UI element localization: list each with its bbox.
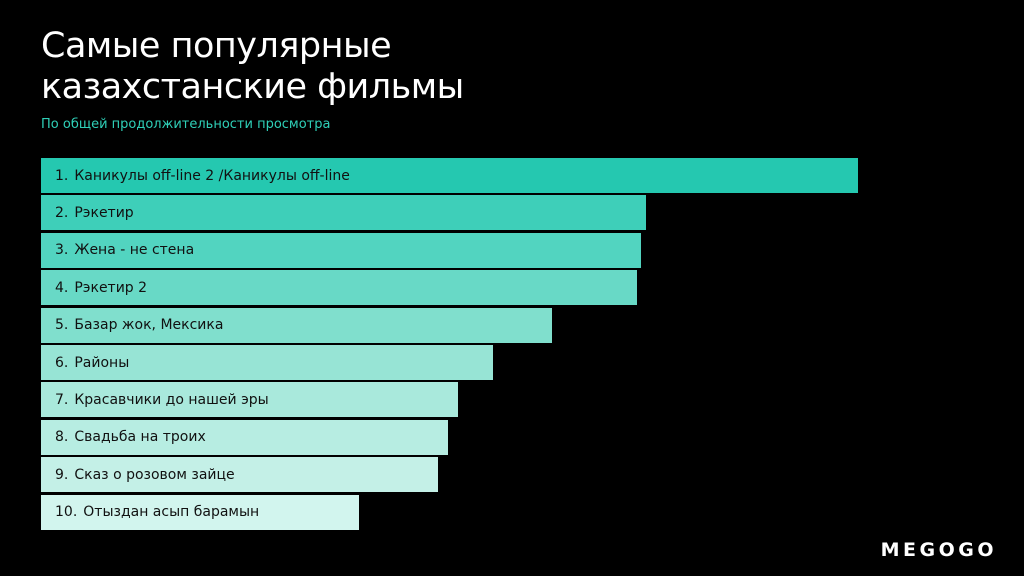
- bar-label: Отыздан асып барамын: [83, 504, 260, 521]
- bar-4: 4. Рэкетир 2: [41, 270, 638, 306]
- bar-6: 6. Районы: [41, 345, 493, 380]
- bar-label: Сказ о розовом зайце: [74, 466, 235, 483]
- bar-rank: 4.: [55, 279, 69, 296]
- bar-rank: 2.: [55, 204, 69, 221]
- bar-label: Свадьба на троих: [74, 429, 206, 446]
- bar-rank: 6.: [55, 354, 69, 371]
- bar-chart: 1. Каникулы off-line 2 /Каникулы off-line…: [41, 158, 861, 532]
- bar-9: 9. Сказ о розовом зайце: [41, 457, 439, 493]
- bar-label: Каникулы off-line 2 /Каникулы off-line: [74, 167, 350, 184]
- bar-1: 1. Каникулы off-line 2 /Каникулы off-line: [41, 158, 858, 193]
- bar-10: 10. Отыздан асып барамын: [41, 494, 359, 530]
- bar-7: 7. Красавчики до нашей эры: [41, 382, 458, 418]
- megogo-logo: MEGOGO: [880, 539, 997, 561]
- bar-rank: 1.: [55, 167, 69, 184]
- bar-rank: 9.: [55, 466, 69, 483]
- bar-rank: 3.: [55, 242, 69, 259]
- bar-label: Жена - не стена: [74, 242, 195, 259]
- bar-rank: 10.: [55, 504, 78, 521]
- bar-label: Рэкетир 2: [74, 279, 148, 296]
- bar-rank: 8.: [55, 429, 69, 446]
- bar-label: Районы: [74, 354, 130, 371]
- title-line-1: Самые популярные: [41, 26, 392, 66]
- bar-2: 2. Рэкетир: [41, 195, 647, 231]
- bar-rank: 5.: [55, 317, 69, 334]
- bar-label: Базар жок, Мексика: [74, 317, 224, 334]
- bar-rank: 7.: [55, 391, 69, 408]
- chart-subtitle: По общей продолжительности просмотра: [41, 117, 331, 132]
- page-title: Самые популярные казахстанские фильмы: [41, 26, 464, 108]
- bar-label: Красавчики до нашей эры: [74, 391, 269, 408]
- title-line-2: казахстанские фильмы: [41, 67, 464, 107]
- bar-3: 3. Жена - не стена: [41, 232, 642, 268]
- bar-5: 5. Базар жок, Мексика: [41, 307, 552, 343]
- bar-label: Рэкетир: [74, 204, 134, 221]
- bar-8: 8. Свадьба на троих: [41, 419, 448, 455]
